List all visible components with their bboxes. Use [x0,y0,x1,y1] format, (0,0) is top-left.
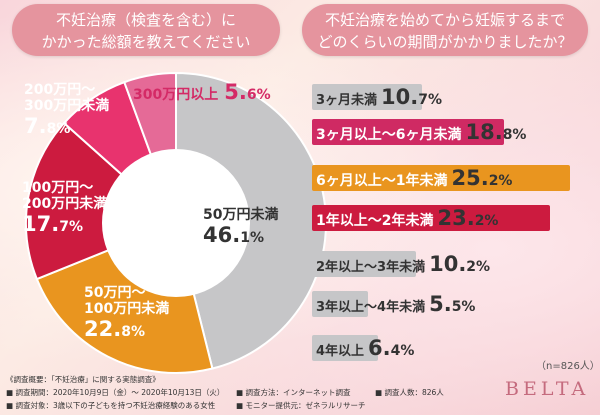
bar-fill [312,251,416,277]
bar-row-over-4y: 4年以上 6.4% [312,335,414,361]
pie-value-decimal: 8% [121,324,145,340]
bar-value: 23.2% [437,206,499,230]
bar-label: 3ヶ月未満 [316,93,378,108]
sample-size: （n=826人） [536,361,600,372]
bar-value: 10.7% [381,85,443,109]
bar-row-under-3m: 3ヶ月未満 10.7% [312,84,442,110]
survey-period: ■ 調査期間：2020年10月9日（金）〜 2020年10月13日（火） [6,388,225,397]
survey-target: ■ 調査対象：3歳以下の子どもを持つ不妊治療経験のある女性 [6,401,216,410]
bar-title-line1: 不妊治療を始めてから妊娠するまで [324,11,565,29]
pie-chart-title: 不妊治療（検査を含む）に かかった総額を教えてください [12,4,280,56]
bar-title-line2: どのくらいの期間がかかりましたか？ [317,33,573,51]
bar-label: 2年以上〜3年未満 [316,260,426,275]
bar-fill [312,84,422,110]
bar-fill [312,291,368,317]
pie-value-decimal: 1% [240,230,264,246]
bar-value: 5.5% [429,292,476,316]
bar-row-3y-4y: 3年以上〜4年未満 5.5% [312,291,475,317]
bar-fill [312,335,378,361]
bar-label: 1年以上〜2年未満 [316,213,434,229]
bar-value: 6.4% [368,336,415,360]
bar-fill [312,119,504,145]
pie-slice-100-200 [25,121,178,281]
bar-row-1y-2y: 1年以上〜2年未満 23.2% [312,205,550,231]
bar-chart-title: 不妊治療を始めてから妊娠するまで どのくらいの期間がかかりましたか？ [302,4,588,56]
pie-value: 5. [224,80,247,104]
pie-label-100-200: 100万円〜 200万円未満 17.7% [22,180,108,236]
bar-value: 25.2% [451,166,513,190]
pie-slice-under-50 [175,71,327,370]
pie-value-decimal: 7% [59,219,83,235]
pie-label-200-300: 200万円〜 300万円未満 7.8% [24,82,110,138]
survey-method: ■ 調査方法：インターネット調査 [236,388,351,397]
pie-label-over-300: 300万円以上 5.6% [133,80,271,104]
bar-row-2y-3y: 2年以上〜3年未満 10.2% [312,251,490,277]
pie-value: 17. [22,212,60,236]
pie-title-line1: 不妊治療（検査を含む）に [55,11,236,29]
pie-value: 7. [24,114,47,138]
pie-label-under-50: 50万円未満 46.1% [203,207,279,247]
bar-label: 3年以上〜4年未満 [316,300,426,315]
bar-fill [312,205,550,231]
bar-fill [312,165,570,191]
pie-value: 22. [84,317,122,341]
bar-value: 10.2% [429,252,491,276]
pie-center-hole [102,149,250,297]
bar-label: 4年以上 [316,344,365,359]
pie-label-50-100: 50万円〜 100万円未満 22.8% [84,285,170,341]
pie-value: 46. [203,223,241,247]
pie-value-decimal: 6% [246,87,271,103]
pie-value-decimal: 8% [46,121,71,137]
survey-provider: ■ モニター提供元：ゼネラルリサーチ [236,401,366,410]
pie-title-line2: かかった総額を教えてください [41,33,251,51]
survey-count: ■ 調査人数：826人 [375,388,444,397]
brand-logo: BELTA [505,378,590,400]
bar-row-3m-6m: 3ヶ月以上〜6ヶ月未満 18.8% [312,119,526,145]
bar-label: 6ヶ月以上〜1年未満 [316,173,448,189]
bar-row-6m-1y: 6ヶ月以上〜1年未満 25.2% [312,165,570,191]
bar-value: 18.8% [465,120,527,144]
survey-overview: 《調査概要：「不妊治療」に関する実態調査》 [6,375,160,384]
bar-label: 3ヶ月以上〜6ヶ月未満 [316,127,462,143]
